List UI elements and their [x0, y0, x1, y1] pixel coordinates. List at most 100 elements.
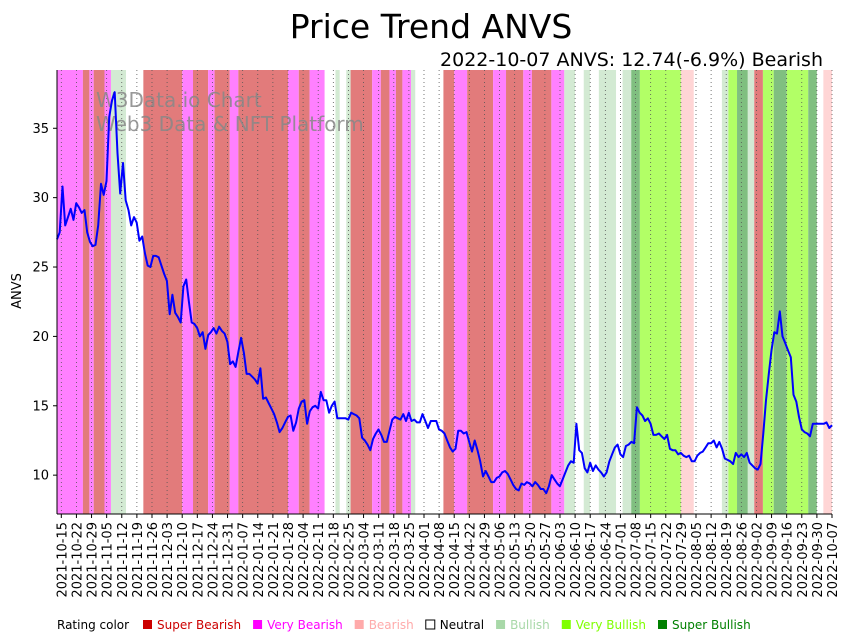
y-axis-ticks: 10 15 20 25 30 35	[32, 122, 57, 484]
legend-swatch	[354, 620, 364, 629]
rating-band-super_bearish	[754, 70, 763, 514]
legend-prefix: Rating color	[57, 618, 129, 632]
rating-band-very_bearish	[89, 70, 94, 514]
rating-band-super_bearish	[143, 70, 183, 514]
x-tick-label: 2022-03-04	[358, 522, 373, 598]
x-tick-label: 2022-02-04	[297, 522, 312, 598]
x-tick-label: 2022-02-25	[342, 522, 357, 598]
rating-band-very_bearish	[389, 70, 396, 514]
x-tick-label: 2022-09-23	[796, 522, 811, 598]
x-tick-label: 2021-12-03	[161, 522, 176, 598]
rating-band-very_bearish	[229, 70, 239, 514]
legend-swatch	[496, 620, 506, 629]
rating-band-bullish	[598, 70, 617, 514]
rating-band-very_bullish	[728, 70, 738, 514]
y-tick-label: 30	[32, 191, 49, 206]
x-tick-label: 2022-07-15	[645, 522, 660, 598]
x-tick-label: 2021-12-24	[206, 522, 221, 598]
x-tick-label: 2021-11-12	[116, 522, 131, 598]
rating-band-very_bearish	[309, 70, 325, 514]
watermark-line-2: Web3 Data & NFT Platform	[96, 112, 364, 136]
x-tick-label: 2022-07-29	[675, 522, 690, 598]
x-tick-label: 2022-02-18	[327, 522, 342, 598]
x-tick-label: 2021-10-15	[55, 522, 70, 598]
rating-band-super_bearish	[82, 70, 90, 514]
x-tick-label: 2022-03-25	[403, 522, 418, 598]
x-tick-label: 2021-12-10	[176, 522, 191, 598]
rating-band-bullish	[411, 70, 416, 514]
x-tick-label: 2022-07-08	[630, 522, 645, 598]
x-tick-label: 2022-04-01	[418, 522, 433, 598]
rating-band-super_bearish	[467, 70, 494, 514]
legend-label: Bullish	[510, 618, 550, 632]
rating-band-very_bearish	[287, 70, 299, 514]
rating-band-bullish	[346, 70, 351, 514]
x-tick-label: 2022-04-08	[433, 522, 448, 598]
chart-subtitle: 2022-10-07 ANVS: 12.74(-6.9%) Bearish	[440, 49, 823, 71]
rating-band-bullish	[335, 70, 340, 514]
x-tick-label: 2022-08-05	[690, 522, 705, 598]
legend-swatch	[253, 620, 263, 629]
x-tick-label: 2022-05-20	[524, 522, 539, 598]
rating-band-super_bullish	[737, 70, 748, 514]
x-tick-label: 2022-07-22	[660, 522, 675, 598]
rating-band-very_bearish	[523, 70, 532, 514]
y-tick-label: 15	[32, 399, 49, 414]
x-tick-label: 2022-02-11	[312, 522, 327, 598]
legend-label: Super Bearish	[157, 618, 241, 632]
y-tick-label: 25	[32, 261, 49, 276]
x-tick-label: 2022-08-12	[705, 522, 720, 598]
rating-band-super_bearish	[214, 70, 230, 514]
rating-band-very_bearish	[454, 70, 468, 514]
rating-band-very_bullish	[762, 70, 774, 514]
x-tick-label: 2022-09-30	[811, 522, 826, 598]
rating-band-super_bearish	[350, 70, 373, 514]
rating-band-super_bullish	[631, 70, 640, 514]
x-tick-label: 2022-10-07	[826, 522, 841, 598]
x-tick-label: 2022-05-13	[509, 522, 524, 598]
legend-swatch	[561, 620, 571, 629]
y-tick-label: 20	[32, 330, 49, 345]
x-tick-label: 2022-05-27	[539, 522, 554, 598]
x-tick-label: 2022-01-21	[267, 522, 282, 598]
rating-band-bullish	[721, 70, 729, 514]
rating-band-super_bearish	[238, 70, 288, 514]
x-tick-label: 2022-06-24	[599, 522, 614, 598]
x-tick-label: 2022-01-14	[252, 522, 267, 598]
x-tick-label: 2022-05-06	[494, 522, 509, 598]
rating-band-bullish	[747, 70, 755, 514]
legend-swatch	[143, 620, 152, 629]
x-tick-label: 2022-01-28	[282, 522, 297, 598]
x-tick-label: 2022-04-22	[463, 522, 478, 598]
watermark-line-1: W3Data.io Chart	[96, 88, 262, 112]
x-tick-label: 2022-09-02	[750, 522, 765, 598]
x-tick-label: 2021-11-26	[146, 522, 161, 598]
legend-label: Bearish	[369, 618, 414, 632]
x-tick-label: 2021-11-19	[131, 522, 146, 598]
x-tick-label: 2021-12-17	[191, 522, 206, 598]
x-tick-label: 2022-09-09	[766, 522, 781, 598]
rating-band-very_bearish	[57, 70, 83, 514]
rating-band-neutral	[339, 70, 347, 514]
rating-band-bearish	[680, 70, 694, 514]
rating-band-super_bullish	[773, 70, 787, 514]
x-tick-label: 2022-04-15	[448, 522, 463, 598]
rating-legend: Rating color Super Bearish Very Bearish Bea…	[57, 618, 751, 632]
rating-band-very_bearish	[402, 70, 412, 514]
x-tick-label: 2022-08-26	[735, 522, 750, 598]
x-tick-label: 2022-08-19	[720, 522, 735, 598]
rating-band-neutral	[126, 70, 144, 514]
x-tick-label: 2021-12-31	[222, 522, 237, 598]
y-tick-label: 35	[32, 122, 49, 137]
rating-band-very_bearish	[372, 70, 381, 514]
rating-band-very_bearish	[551, 70, 565, 514]
legend-label: Very Bearish	[267, 618, 343, 632]
rating-band-bullish	[110, 70, 127, 514]
rating-band-super_bearish	[193, 70, 209, 514]
rating-band-very_bullish	[786, 70, 809, 514]
rating-band-super_bearish	[531, 70, 552, 514]
price-line	[56, 91, 833, 495]
rating-band-super_bearish	[298, 70, 310, 514]
x-tick-label: 2022-04-29	[478, 522, 493, 598]
